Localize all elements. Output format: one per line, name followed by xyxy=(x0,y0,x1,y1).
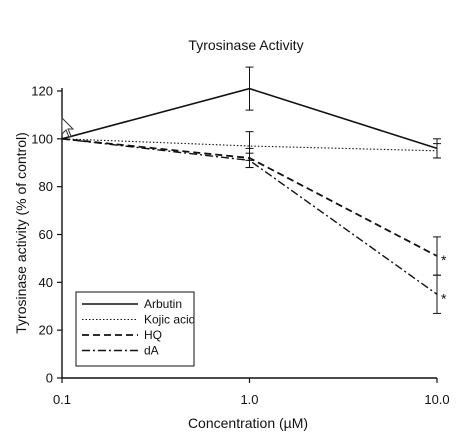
series-da xyxy=(61,138,441,314)
x-tick-label: 10.0 xyxy=(424,392,449,407)
x-tick-label: 1.0 xyxy=(240,392,258,407)
significance-star: * xyxy=(441,252,447,268)
y-tick-label: 60 xyxy=(39,227,53,242)
legend-label-kojic-acid: Kojic acid xyxy=(144,313,195,327)
series-line-kojic-acid xyxy=(61,138,438,152)
y-tick-label: 20 xyxy=(39,323,53,338)
legend-label-arbutin: Arbutin xyxy=(144,297,182,311)
x-tick-label: 0.1 xyxy=(53,392,71,407)
legend-label-da: dA xyxy=(144,344,159,358)
chart-title: Tyrosinase Activity xyxy=(188,37,303,53)
y-tick-label: 120 xyxy=(31,84,53,99)
y-tick-label: 100 xyxy=(31,131,53,146)
y-tick-label: 40 xyxy=(39,275,53,290)
y-tick-label: 0 xyxy=(46,371,53,386)
series-group xyxy=(61,66,441,314)
significance-star: * xyxy=(441,290,447,306)
annotations: ** xyxy=(441,252,447,306)
x-axis-label: Concentration (µM) xyxy=(188,415,308,431)
mouse-cursor-icon xyxy=(61,116,75,138)
y-ticks: 0 20 40 60 80 100 120 xyxy=(31,84,62,386)
x-ticks: 0.1 1.0 10.0 xyxy=(53,378,450,407)
y-tick-label: 80 xyxy=(39,179,53,194)
legend-label-hq: HQ xyxy=(144,328,162,342)
y-axis-label: Tyrosinase activity (% of control) xyxy=(13,132,29,334)
